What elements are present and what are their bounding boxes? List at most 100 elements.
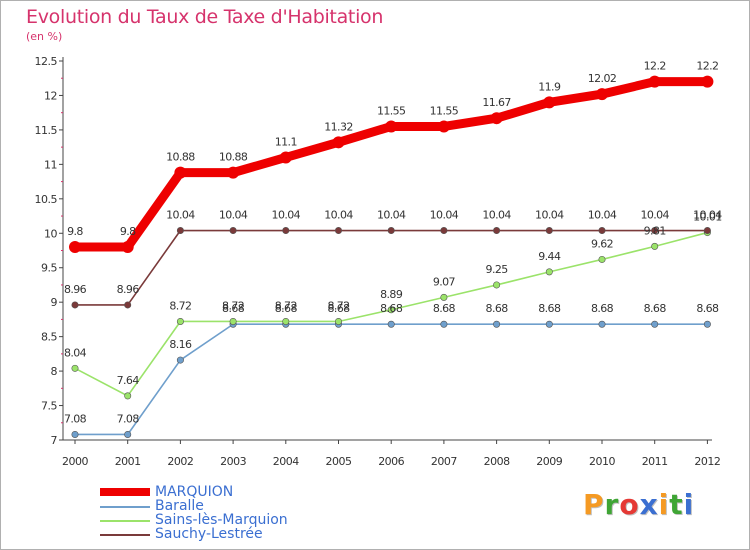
data-label: 8.96: [117, 283, 140, 296]
y-tick-label: 7: [51, 434, 58, 447]
data-point: [651, 242, 659, 250]
data-point: [440, 227, 448, 235]
chart-title: Evolution du Taux de Taxe d'Habitation: [26, 6, 384, 28]
data-label: 8.68: [327, 302, 350, 315]
data-label: 10.04: [535, 209, 564, 222]
data-point: [598, 227, 606, 235]
data-point: [490, 112, 503, 125]
y-tick-label: 8.5: [41, 331, 57, 344]
data-point: [545, 227, 553, 235]
x-tick-label: 2007: [431, 455, 457, 468]
data-point: [174, 166, 187, 179]
data-label: 8.16: [169, 338, 192, 351]
chart-unit-label: (en %): [26, 30, 63, 43]
data-point: [598, 320, 606, 328]
x-tick-label: 2001: [115, 455, 141, 468]
y-tick-label: 12: [44, 89, 57, 102]
x-tick-label: 2003: [220, 455, 246, 468]
proxiti-logo: Proxiti: [583, 488, 695, 521]
x-tick-label: 2010: [589, 455, 615, 468]
x-tick-label: 2000: [62, 455, 88, 468]
data-point: [598, 255, 606, 263]
data-point: [701, 75, 714, 88]
data-label: 8.68: [486, 302, 509, 315]
data-label: 10.04: [272, 209, 301, 222]
data-label: 8.68: [696, 302, 719, 315]
x-tick-label: 2008: [484, 455, 510, 468]
data-label: 8.68: [644, 302, 667, 315]
data-point: [493, 281, 501, 289]
data-point: [176, 227, 184, 235]
data-point: [545, 268, 553, 276]
data-point: [334, 227, 342, 235]
data-point: [279, 151, 292, 164]
legend-swatch-marquion: [100, 488, 150, 496]
data-label: 8.04: [64, 346, 87, 359]
data-label: 10.04: [588, 209, 617, 222]
data-label: 10.04: [219, 209, 248, 222]
data-label: 12.2: [696, 60, 718, 73]
legend-label-baralle: Baralle: [155, 498, 204, 514]
data-point: [282, 317, 290, 325]
data-label: 8.72: [169, 299, 191, 312]
data-point: [176, 356, 184, 364]
data-label: 9.62: [591, 237, 613, 250]
data-label: 8.96: [64, 283, 87, 296]
data-label: 9.81: [644, 224, 666, 237]
data-label: 8.68: [380, 302, 403, 315]
data-point: [124, 430, 132, 438]
data-label: 9.8: [67, 225, 83, 238]
data-label: 9.25: [486, 263, 509, 276]
data-label: 8.72: [275, 299, 297, 312]
data-label: 8.68: [591, 302, 614, 315]
x-tick-label: 2002: [167, 455, 193, 468]
data-label: 8.72: [327, 299, 349, 312]
data-label: 10.04: [377, 209, 406, 222]
data-point: [493, 227, 501, 235]
data-point: [440, 320, 448, 328]
y-tick-label: 7.5: [41, 400, 57, 413]
data-point: [440, 293, 448, 301]
data-label: 10.04: [693, 209, 722, 222]
data-point: [437, 120, 450, 133]
y-tick-label: 10.5: [35, 193, 58, 206]
data-point: [124, 301, 132, 309]
y-tick-label: 8: [51, 365, 58, 378]
data-point: [176, 317, 184, 325]
data-point: [387, 306, 395, 314]
data-point: [334, 317, 342, 325]
data-point: [282, 227, 290, 235]
data-label: 11.1: [275, 135, 297, 148]
data-label: 11.55: [430, 104, 459, 117]
data-label: 11.55: [377, 104, 406, 117]
x-tick-label: 2009: [536, 455, 562, 468]
x-tick-label: 2011: [642, 455, 668, 468]
data-label: 10.04: [324, 209, 353, 222]
legend-swatch-sauchy: [100, 534, 150, 536]
data-label: 10.04: [482, 209, 511, 222]
data-point: [703, 320, 711, 328]
data-label: 9.07: [433, 275, 456, 288]
x-tick-label: 2005: [326, 455, 352, 468]
legend-label-sains: Sains-lès-Marquion: [155, 512, 288, 528]
data-label: 8.68: [433, 302, 456, 315]
legend-swatch-sains: [100, 520, 150, 522]
data-label: 8.89: [380, 288, 403, 301]
data-label: 10.04: [640, 209, 669, 222]
data-label: 7.08: [64, 412, 87, 425]
data-point: [71, 430, 79, 438]
data-point: [332, 136, 345, 149]
legend-label-sauchy: Sauchy-Lestrée: [155, 526, 263, 542]
x-tick-label: 2012: [694, 455, 720, 468]
data-label: 10.88: [219, 151, 248, 164]
data-point: [545, 320, 553, 328]
data-point: [124, 392, 132, 400]
data-point: [703, 227, 711, 235]
data-label: 12.2: [644, 60, 666, 73]
data-point: [227, 166, 240, 179]
data-label: 11.9: [538, 80, 561, 93]
legend-label-marquion: MARQUION: [155, 484, 234, 500]
data-label: 8.72: [222, 299, 244, 312]
data-label: 9.8: [120, 225, 136, 238]
